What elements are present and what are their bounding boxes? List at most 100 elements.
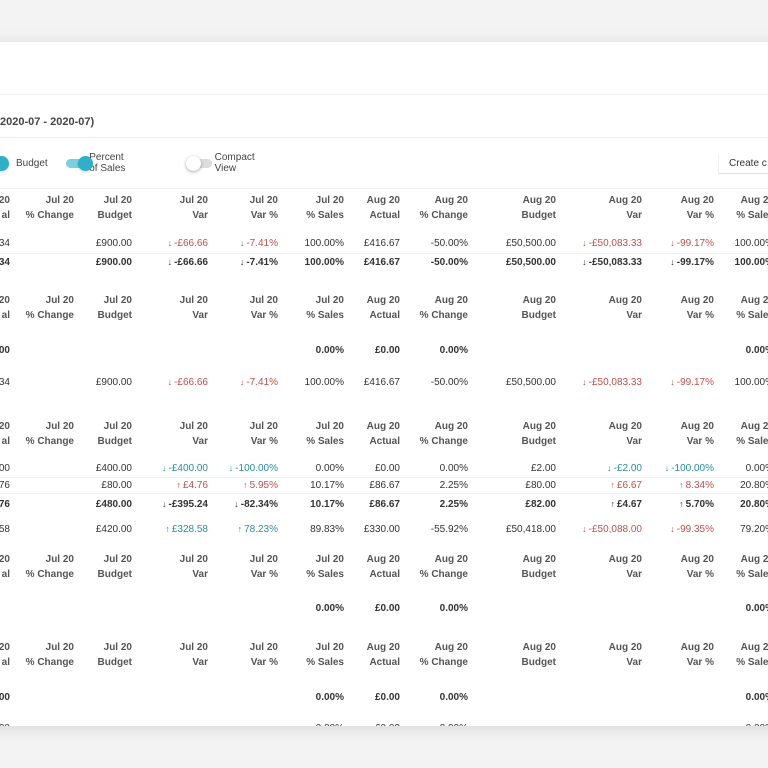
column-header[interactable]: Aug 20 Var — [556, 637, 642, 681]
column-header[interactable]: Jul 20 Var — [132, 549, 208, 593]
column-header[interactable]: Jul 20 Var — [132, 290, 208, 334]
column-header[interactable]: Jul 20 Budget — [74, 290, 132, 334]
column-header-metric: Budget — [97, 569, 132, 580]
column-header[interactable]: Aug 20 Actual — [344, 190, 400, 234]
column-header[interactable]: Jul 20 Var — [132, 416, 208, 460]
column-header[interactable]: Jul 20 Var % — [208, 549, 278, 593]
column-header[interactable]: Jul 20 al — [0, 416, 10, 460]
column-header[interactable]: Aug 20 % Change — [400, 290, 468, 334]
column-header[interactable]: Jul 20 al — [0, 637, 10, 681]
column-header[interactable]: Aug 20 % Sales — [714, 290, 768, 334]
compact-view-switch-icon[interactable] — [186, 156, 212, 171]
column-header[interactable]: Aug 20 % Change — [400, 637, 468, 681]
column-header[interactable]: Aug 20 Actual — [344, 290, 400, 334]
column-header-metric: % Sales — [306, 210, 344, 221]
column-header-metric: Actual — [369, 210, 400, 221]
arrow-down-icon: ↓ — [162, 498, 167, 509]
column-header[interactable]: Jul 20 Var — [132, 637, 208, 681]
column-header[interactable]: Aug 20 Budget — [468, 290, 556, 334]
column-header[interactable]: Aug 20 % Change — [400, 190, 468, 234]
table-cell: ↓ -£2.00 — [556, 460, 642, 478]
column-header[interactable]: Jul 20 % Change — [10, 549, 74, 593]
column-header[interactable]: Jul 20 Budget — [74, 416, 132, 460]
column-header[interactable]: Aug 20 % Change — [400, 549, 468, 593]
column-header[interactable]: Jul 20 % Change — [10, 190, 74, 234]
column-header[interactable]: Aug 20 Var % — [642, 549, 714, 593]
column-header-period: Jul 20 — [179, 554, 208, 565]
column-header[interactable]: Jul 20 Budget — [74, 549, 132, 593]
percent-of-sales-toggle[interactable]: Percent of Sales — [64, 152, 134, 174]
column-header[interactable]: Jul 20 al — [0, 190, 10, 234]
column-header[interactable]: Aug 20 Budget — [468, 416, 556, 460]
column-header[interactable]: Aug 20 Actual — [344, 637, 400, 681]
table-cell: 00 — [0, 681, 10, 713]
table-cell: ↑ 5.70% — [642, 493, 714, 515]
column-header[interactable]: Jul 20 Budget — [74, 190, 132, 234]
column-header-metric: % Change — [419, 569, 468, 580]
column-header[interactable]: Aug 20 Var — [556, 290, 642, 334]
cell-value: 89.83% — [310, 523, 344, 535]
column-header[interactable]: Jul 20 Budget — [74, 637, 132, 681]
column-header-period: Jul 20 — [0, 421, 10, 432]
column-header[interactable]: Aug 20 Budget — [468, 190, 556, 234]
column-header-metric: % Sales — [306, 569, 344, 580]
column-header[interactable]: Jul 20 Var % — [208, 416, 278, 460]
cell-value: -50.00% — [430, 237, 468, 249]
column-header[interactable]: Aug 20 % Sales — [714, 637, 768, 681]
budget-toggle[interactable]: Budget — [0, 155, 48, 171]
cell-value: -£400.00 — [168, 462, 208, 474]
column-header[interactable]: Jul 20 al — [0, 549, 10, 593]
column-header-metric: % Sales — [736, 436, 768, 447]
table-cell: 100.00% — [278, 253, 344, 272]
column-header[interactable]: Aug 20 Var % — [642, 290, 714, 334]
column-header[interactable]: Aug 20 % Change — [400, 416, 468, 460]
column-header[interactable]: Aug 20 Var % — [642, 416, 714, 460]
column-header[interactable]: Aug 20 Var — [556, 416, 642, 460]
table-cell: 0.00% — [278, 334, 344, 366]
column-header[interactable]: Aug 20 % Sales — [714, 549, 768, 593]
column-header[interactable]: Aug 20 Var — [556, 190, 642, 234]
column-header[interactable]: Jul 20 % Sales — [278, 290, 344, 334]
table-cell: ↓ -£50,083.33 — [556, 253, 642, 272]
column-header[interactable]: Aug 20 Actual — [344, 416, 400, 460]
column-header[interactable]: Aug 20 Var % — [642, 637, 714, 681]
cell-value: £0.00 — [374, 691, 400, 703]
column-header[interactable]: Jul 20 % Sales — [278, 549, 344, 593]
column-header[interactable]: Jul 20 % Change — [10, 416, 74, 460]
table-cell — [468, 681, 556, 713]
column-header-metric: al — [1, 436, 10, 447]
column-header[interactable]: Aug 20 Actual — [344, 549, 400, 593]
column-header-period: Aug 20 — [522, 195, 556, 206]
column-header[interactable]: Aug 20 Var % — [642, 190, 714, 234]
column-header[interactable]: Jul 20 % Sales — [278, 190, 344, 234]
table-cell — [556, 334, 642, 366]
column-header-metric: Var % — [250, 436, 278, 447]
create-button[interactable]: Create c — [718, 154, 768, 174]
column-header[interactable]: Jul 20 Var % — [208, 637, 278, 681]
cell-value: -7.41% — [246, 376, 278, 388]
budget-switch-icon[interactable] — [0, 156, 9, 171]
arrow-down-icon: ↓ — [582, 523, 587, 534]
compact-view-toggle[interactable]: Compact View — [186, 152, 262, 174]
column-header[interactable]: Jul 20 % Change — [10, 290, 74, 334]
column-header[interactable]: Jul 20 Var % — [208, 290, 278, 334]
cell-value: 100.00% — [734, 237, 768, 249]
column-header[interactable]: Jul 20 % Sales — [278, 637, 344, 681]
column-header[interactable]: Aug 20 % Sales — [714, 416, 768, 460]
column-header[interactable]: Aug 20 % Sales — [714, 190, 768, 234]
column-header[interactable]: Jul 20 % Sales — [278, 416, 344, 460]
column-header[interactable]: Jul 20 Var % — [208, 190, 278, 234]
percent-of-sales-switch-icon[interactable] — [64, 156, 93, 171]
table-cell: 10.17% — [278, 493, 344, 515]
column-header[interactable]: Aug 20 Budget — [468, 637, 556, 681]
column-header[interactable]: Jul 20 al — [0, 290, 10, 334]
column-header[interactable]: Aug 20 Budget — [468, 549, 556, 593]
column-header[interactable]: Jul 20 % Change — [10, 637, 74, 681]
column-header[interactable]: Aug 20 Var — [556, 549, 642, 593]
cell-value: -99.17% — [676, 376, 714, 388]
cell-value: 00 — [0, 691, 10, 703]
column-header[interactable]: Jul 20 Var — [132, 190, 208, 234]
column-header-metric: Var % — [686, 210, 714, 221]
cell-value: 0.00% — [746, 723, 768, 727]
table-cell: £0.00 — [344, 713, 400, 727]
